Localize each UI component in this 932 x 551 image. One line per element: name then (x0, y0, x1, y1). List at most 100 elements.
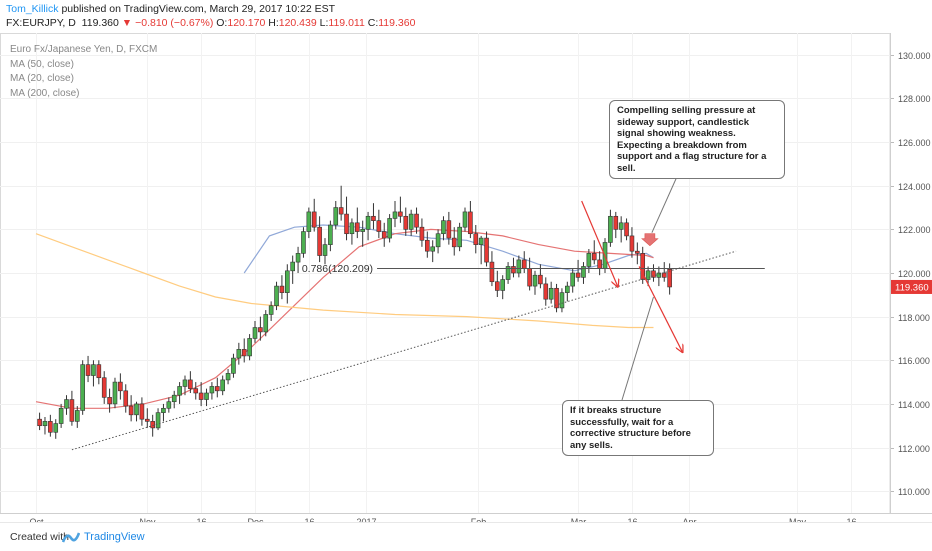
candle (398, 196, 403, 223)
last-price-tag (891, 279, 932, 294)
candle (225, 369, 231, 385)
candle (581, 262, 586, 284)
candle (478, 235, 484, 265)
candle-body (236, 349, 242, 359)
candle-body (661, 272, 667, 278)
candle-body (635, 250, 640, 254)
candle-body (489, 261, 495, 283)
candle (387, 214, 392, 243)
candle (446, 211, 452, 245)
candle (360, 220, 365, 247)
y-tick-label: 110.000 (898, 487, 930, 497)
candle-body (118, 381, 123, 392)
candle (376, 209, 382, 239)
candle-body (414, 213, 419, 228)
candle-body (565, 285, 570, 293)
candles (37, 185, 672, 439)
candle (284, 264, 290, 304)
candle (505, 262, 511, 284)
candle-body (91, 364, 96, 376)
candle-body (451, 237, 457, 248)
candle-body (171, 394, 177, 403)
candle-body (42, 421, 48, 427)
candle-body (548, 287, 554, 300)
candle-body (349, 222, 355, 235)
y-tick-label: 112.000 (898, 444, 930, 454)
candle-body (37, 418, 42, 427)
note-bottom[interactable]: If it breaks structure successfully, wai… (562, 400, 714, 456)
candle-body (48, 421, 53, 433)
low-label: L: (319, 17, 329, 29)
candle (484, 231, 489, 267)
candle-body (468, 211, 473, 235)
candle (371, 203, 376, 230)
candle-body (543, 283, 549, 300)
candle (516, 255, 522, 278)
candle-body (586, 253, 592, 267)
candle (220, 375, 225, 396)
candle (457, 222, 462, 252)
y-tick-label: 122.000 (898, 225, 931, 235)
candle (495, 270, 500, 297)
candle (629, 227, 635, 258)
candle (349, 218, 355, 245)
tradingview-brand[interactable]: TradingView (84, 531, 145, 543)
candle (338, 185, 344, 221)
author-link[interactable]: Tom_Killick (6, 3, 59, 15)
candle-body (538, 274, 543, 285)
legend-ma20[interactable]: MA (20, close) (10, 73, 74, 84)
candle (247, 334, 252, 361)
candle (532, 270, 538, 295)
legend-ma200[interactable]: MA (200, close) (10, 87, 80, 99)
candle (613, 211, 619, 239)
candle-body (161, 407, 166, 413)
candle (118, 373, 123, 400)
candle-body (527, 268, 532, 287)
open-label: O: (216, 17, 228, 29)
candle (74, 406, 80, 428)
candle (591, 240, 597, 265)
candle (618, 216, 624, 243)
candle-body (150, 421, 155, 429)
candle (381, 222, 387, 247)
candle-body (214, 386, 220, 392)
candle-body (613, 215, 619, 230)
candle-body (371, 215, 376, 221)
candle-body (559, 292, 565, 309)
candle-body (532, 274, 538, 287)
candle (554, 283, 559, 313)
publish-info: published on TradingView.com, March 29, … (61, 3, 335, 15)
candle (624, 218, 629, 241)
candle (295, 246, 301, 273)
candle (134, 401, 139, 422)
y-tick-label: 124.000 (898, 182, 931, 192)
candle-body (166, 401, 172, 409)
candle (252, 321, 258, 343)
candle (435, 229, 441, 254)
candle (53, 419, 59, 439)
candle-body (419, 226, 425, 241)
candle (511, 257, 516, 278)
candle (462, 207, 468, 232)
candle (548, 281, 554, 304)
candle (425, 231, 430, 258)
candle (231, 353, 236, 378)
note-top[interactable]: Compelling selling pressure at sideway s… (609, 100, 785, 179)
sell-marker-icon (641, 233, 659, 247)
candle (236, 342, 242, 365)
candle-body (462, 211, 468, 228)
candle-body (252, 327, 258, 339)
candle (451, 227, 457, 256)
y-tick-label: 126.000 (898, 138, 931, 148)
candle-body (581, 266, 586, 278)
candle-body (473, 233, 479, 245)
candle (392, 201, 398, 228)
candle-body (505, 266, 511, 280)
candle-body (144, 418, 150, 422)
candle-body (96, 364, 102, 379)
y-tick-label: 116.000 (898, 356, 930, 366)
candle (263, 310, 269, 337)
legend-ma50[interactable]: MA (50, close) (10, 58, 74, 70)
candle (96, 360, 102, 385)
candle-body (446, 220, 452, 239)
